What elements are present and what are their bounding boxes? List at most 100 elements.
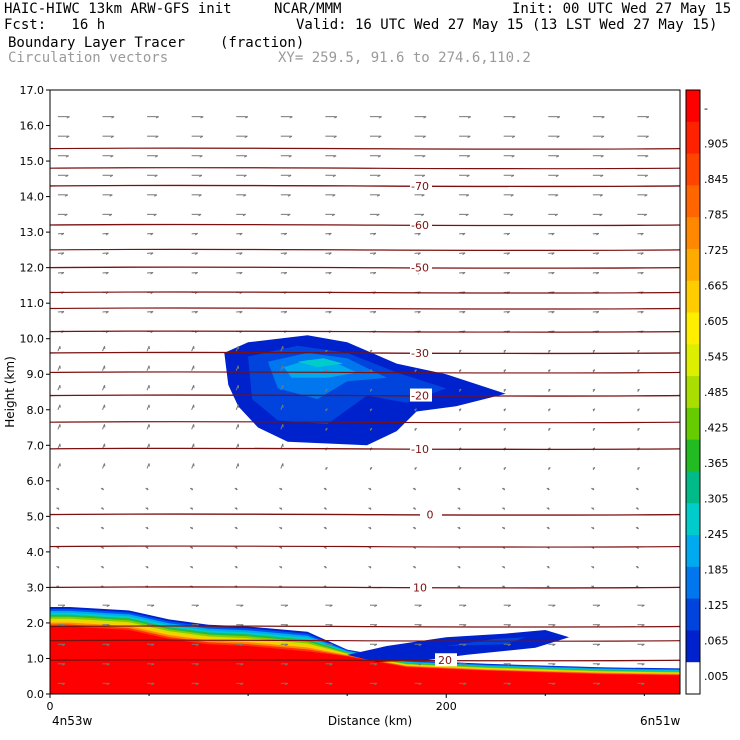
wind-vector-head — [66, 116, 70, 119]
colorbar-label: .425 — [704, 422, 729, 435]
wind-vector-head — [61, 252, 65, 256]
wind-vector-head — [109, 213, 113, 217]
colorbar-swatch — [686, 407, 700, 441]
wind-vector-head — [641, 643, 645, 647]
wind-vector-head — [506, 272, 510, 275]
wind-vector-head — [66, 135, 70, 139]
wind-vector-head — [554, 213, 558, 217]
wind-vector-head — [591, 487, 595, 491]
wind-vector-head — [369, 369, 373, 373]
wind-vector-head — [195, 643, 199, 647]
wind-vector-head — [154, 155, 159, 158]
colorbar-label: .245 — [704, 528, 729, 541]
isotherm-line — [50, 291, 680, 294]
wind-vector-head — [467, 135, 471, 139]
isotherm-line — [50, 147, 680, 150]
wind-vector-head — [287, 213, 291, 217]
isotherm-line — [50, 371, 680, 374]
wind-vector-head — [288, 155, 292, 158]
wind-vector-head — [596, 252, 600, 256]
colorbar-swatch — [686, 90, 700, 123]
wind-vector-head — [374, 663, 378, 666]
isotherm-label-bg — [410, 345, 432, 359]
wind-vector-head — [466, 155, 471, 158]
model-title: HAIC-HIWC 13km ARW-GFS init — [4, 1, 232, 17]
wind-vector-head — [596, 624, 601, 627]
colorbar-frame — [685, 89, 701, 695]
isotherm-label: 0 — [427, 509, 434, 522]
wind-vector-head — [511, 135, 516, 139]
wind-vector-head — [109, 174, 114, 178]
wind-vector-head — [457, 565, 461, 569]
tracer-anvil-4 — [283, 360, 358, 378]
wind-vector-head — [323, 487, 327, 491]
wind-vector-head — [548, 349, 551, 353]
x-tick-label: 200 — [436, 700, 457, 713]
colorbar-swatch — [686, 280, 700, 314]
wind-vector-head — [646, 116, 650, 119]
wind-vector-head — [418, 663, 422, 666]
y-tick-label: 7.0 — [27, 439, 45, 452]
colorbar-swatch — [686, 662, 700, 695]
wind-vector-head — [546, 565, 550, 569]
wind-vector-head — [106, 682, 110, 686]
wind-vector-head — [332, 194, 336, 197]
wind-vector-head — [377, 174, 381, 178]
wind-vector-head — [596, 311, 600, 314]
colorbar-label: .845 — [704, 173, 729, 186]
wind-vector-head — [512, 116, 516, 119]
wind-vector-head — [328, 272, 332, 275]
wind-vector-head — [422, 135, 426, 139]
wind-vector-head — [334, 116, 338, 119]
wind-vector-head — [637, 369, 640, 373]
wind-vector-head — [287, 194, 291, 197]
wind-vector-head — [284, 604, 289, 608]
wind-vector-head — [279, 565, 283, 569]
y-tick-label: 5.0 — [27, 510, 45, 523]
wind-vector-head — [106, 604, 110, 608]
wind-vector-head — [556, 116, 561, 119]
wind-vector-head — [198, 213, 202, 217]
wind-vector-head — [551, 311, 555, 314]
wind-vector-head — [378, 135, 382, 139]
wind-vector-head — [145, 507, 149, 510]
y-tick-label: 6.0 — [27, 475, 45, 488]
wind-vector-head — [596, 604, 601, 608]
wind-vector-head — [195, 663, 199, 666]
wind-vector-head — [110, 155, 114, 158]
colorbar-label: .905 — [704, 137, 729, 150]
wind-vector-head — [418, 643, 422, 647]
x-start-label: 4n53w — [52, 714, 93, 728]
wind-vector-head — [503, 408, 507, 412]
colorbar-swatch — [686, 566, 700, 600]
wind-vector-head — [501, 526, 505, 530]
wind-vector-head — [374, 682, 378, 686]
isotherm-label: -30 — [411, 347, 429, 360]
colorbar-label: .605 — [704, 315, 729, 328]
wind-vector-head — [244, 155, 248, 158]
wind-vector-head — [635, 507, 639, 510]
wind-vector-head — [373, 232, 377, 236]
isotherm-label-bg — [410, 218, 432, 232]
wind-vector-head — [458, 349, 462, 353]
wind-vector-head — [546, 526, 550, 530]
wind-vector-head — [457, 526, 461, 530]
y-tick-label: 11.0 — [20, 297, 45, 310]
wind-vector-head — [466, 174, 470, 178]
wind-vector-head — [555, 174, 559, 178]
init-time: Init: 00 UTC Wed 27 May 15 — [512, 1, 732, 17]
wind-vector-head — [644, 194, 648, 197]
wind-vector-head — [325, 467, 328, 471]
colorbar-swatch — [686, 439, 700, 472]
wind-vector-head — [457, 487, 461, 491]
wind-vector-head — [463, 624, 467, 627]
wind-vector-head — [369, 388, 373, 392]
wind-vector-head — [369, 467, 373, 471]
wind-vector-head — [105, 232, 109, 236]
wind-vector-head — [155, 135, 159, 139]
wind-vector-head — [463, 643, 467, 647]
wind-vector-head — [151, 682, 155, 686]
wind-vector-head — [289, 135, 293, 139]
wind-vector-head — [466, 194, 470, 197]
wind-vector-head — [552, 643, 556, 647]
